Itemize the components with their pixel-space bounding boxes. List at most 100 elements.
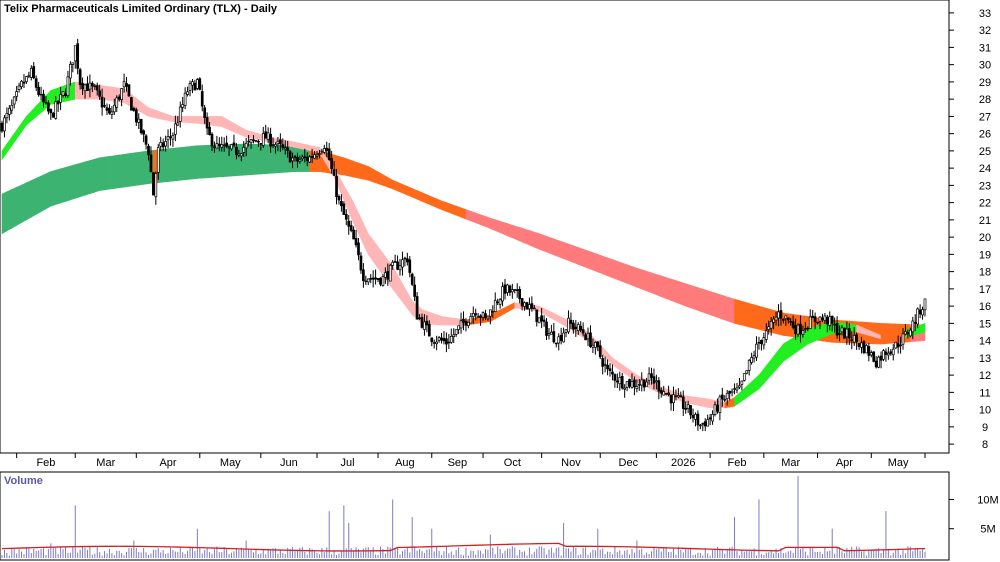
volume-tick-label: 10M xyxy=(977,494,998,506)
candle-body xyxy=(884,351,888,355)
long-term-mma-band xyxy=(421,192,428,204)
long-term-mma-band xyxy=(197,145,203,179)
long-term-mma-band xyxy=(40,173,47,213)
candle-body xyxy=(713,404,717,415)
x-tick-label: Sep xyxy=(448,457,468,469)
long-term-mma-band xyxy=(372,168,379,185)
long-term-mma-band xyxy=(582,248,589,269)
long-term-mma-band xyxy=(446,202,452,214)
candle-body xyxy=(257,140,260,143)
long-term-mma-band xyxy=(172,147,179,182)
candle-body xyxy=(879,355,883,361)
short-term-mma-band xyxy=(197,116,203,125)
candle-body xyxy=(300,156,304,160)
candle-body xyxy=(733,388,736,390)
candle-body xyxy=(586,332,590,340)
candle-body xyxy=(423,321,426,330)
candle-body xyxy=(906,332,910,335)
short-term-mma-band xyxy=(431,312,437,325)
candle-body xyxy=(186,91,189,95)
candle-body xyxy=(142,130,145,135)
candle-body xyxy=(39,93,43,96)
y-axis: 8 9 10 11 12 13 14 15 16 17 18 19 20 21 22 23 24 25 26 27 28… xyxy=(949,8,991,451)
x-tick-label: Mar xyxy=(96,457,115,469)
long-term-mma-band xyxy=(519,227,525,244)
long-term-mma-band xyxy=(60,167,66,204)
long-term-mma-band xyxy=(695,286,701,312)
short-term-mma-band xyxy=(109,86,115,102)
long-term-mma-band xyxy=(729,297,735,324)
long-term-mma-band xyxy=(660,275,667,299)
candle-body xyxy=(679,395,683,398)
candle-body xyxy=(572,322,575,330)
candle-body xyxy=(889,351,893,354)
y-tick-label: 8 xyxy=(982,439,988,451)
long-term-mma-band xyxy=(397,181,403,194)
candle-body xyxy=(449,335,453,343)
candle-body xyxy=(183,92,187,106)
candle-body xyxy=(611,371,614,375)
candle-body xyxy=(496,301,500,304)
candle-body xyxy=(623,387,627,390)
long-term-mma-band xyxy=(26,180,32,221)
candle-body xyxy=(542,319,546,322)
candle-body xyxy=(71,62,75,65)
candle-body xyxy=(782,319,785,321)
candle-body xyxy=(122,81,126,88)
candle-body xyxy=(694,414,697,420)
candle-body xyxy=(230,144,233,150)
long-term-mma-band xyxy=(719,294,726,321)
short-term-mma-band xyxy=(299,142,306,150)
candle-body xyxy=(506,284,509,293)
candle-body xyxy=(718,396,722,414)
candle-body xyxy=(310,155,314,158)
long-term-mma-band xyxy=(270,144,276,174)
chart-title: Telix Pharmaceuticals Limited Ordinary (… xyxy=(4,3,278,15)
y-tick-label: 19 xyxy=(979,249,991,261)
candle-body xyxy=(891,348,895,356)
candle-body xyxy=(403,257,407,260)
candle-body xyxy=(874,360,878,368)
long-term-mma-band xyxy=(250,143,257,176)
long-term-mma-band xyxy=(123,153,130,188)
long-term-mma-band xyxy=(534,231,540,250)
candle-body xyxy=(259,142,263,145)
candle-body xyxy=(625,381,629,388)
long-term-mma-band xyxy=(187,145,193,180)
x-tick-label: Dec xyxy=(619,457,639,469)
candle-body xyxy=(869,352,873,356)
long-term-mma-band xyxy=(636,267,643,290)
y-tick-label: 16 xyxy=(979,301,991,313)
y-tick-label: 15 xyxy=(979,318,991,330)
short-term-mma-band xyxy=(211,116,218,127)
candle-body xyxy=(872,351,876,362)
candle-body xyxy=(564,329,568,333)
long-term-mma-band xyxy=(201,145,208,179)
long-term-mma-band xyxy=(367,165,374,183)
candle-body xyxy=(154,173,158,198)
candle-body xyxy=(325,147,329,151)
candle-body xyxy=(742,373,746,381)
candle-body xyxy=(171,135,175,140)
candle-body xyxy=(181,104,185,108)
candle-body xyxy=(530,303,534,309)
candle-body xyxy=(144,135,148,145)
candle-body xyxy=(911,320,915,333)
candle-body xyxy=(396,261,399,270)
long-term-mma-band xyxy=(617,260,623,282)
short-term-mma-band xyxy=(304,143,310,151)
candle-body xyxy=(589,332,592,348)
candle-body xyxy=(232,142,236,146)
candle-body xyxy=(918,309,922,315)
candle-body xyxy=(159,142,163,147)
candle-body xyxy=(750,357,753,363)
candle-body xyxy=(437,337,441,341)
x-tick-label: May xyxy=(220,457,241,469)
long-term-mma-band xyxy=(431,196,437,208)
candle-body xyxy=(161,142,165,148)
candle-body xyxy=(427,323,431,337)
long-term-mma-band xyxy=(577,247,584,267)
candle-body xyxy=(288,151,292,163)
short-term-mma-band xyxy=(255,132,262,141)
